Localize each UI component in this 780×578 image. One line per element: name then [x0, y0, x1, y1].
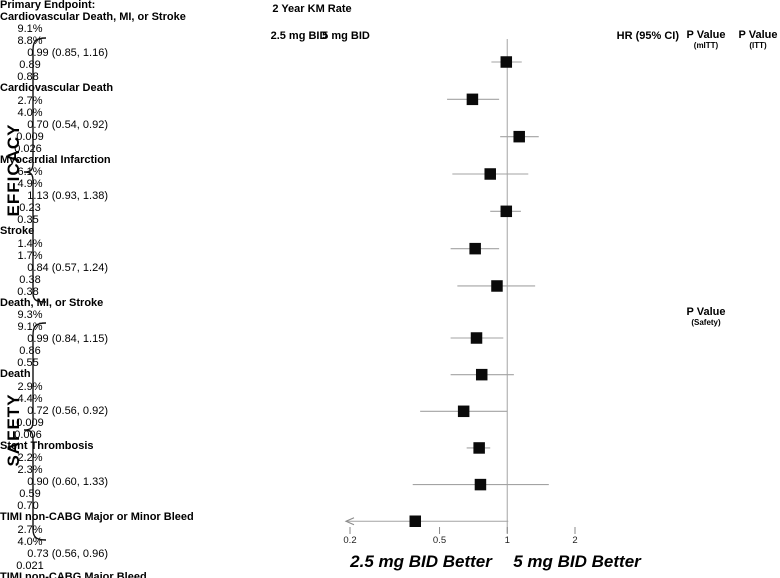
hr-ci-value: 1.13 (0.93, 1.38) [27, 190, 108, 202]
pvalue-mitt-line2: (mITT) [693, 41, 719, 50]
km-rate-2.5mg: 2.7% [17, 523, 43, 536]
row-label: TIMI non-CABG Major or Minor Bleed [0, 511, 194, 523]
km-rate-5mg: 8.8% [17, 35, 43, 47]
km-rate-2.5mg: 9.1% [17, 23, 43, 35]
hr-ci-value: 0.72 (0.56, 0.92) [27, 404, 108, 417]
km-rate-2.5mg: 1.4% [17, 237, 43, 250]
km-rate-5mg: 9.1% [17, 321, 43, 333]
km-rate-5mg: 4.0% [17, 106, 43, 119]
km-rate-2.5mg: 2.7% [17, 94, 43, 107]
column-header-pvalue-mitt: P Value (mITT) [676, 29, 736, 50]
hr-ci-value: 0.99 (0.84, 1.15) [27, 333, 108, 345]
pvalue-itt-line1: P Value [738, 29, 778, 41]
row-label: Death, MI, or Stroke [0, 296, 104, 309]
pvalue-itt-line2: (ITT) [749, 41, 767, 50]
section-label-efficacy: EFFICACY [4, 123, 23, 217]
row-label: TIMI non-CABG Major Bleed [0, 570, 147, 578]
row-label: Death [0, 368, 31, 380]
p-value-mitt: 0.86 [19, 345, 41, 357]
pvalue-safety-line2: (Safety) [691, 318, 721, 327]
row-label: Primary Endpoint: Cardiovascular Death, M… [0, 0, 186, 23]
row-label: Cardiovascular Death [0, 82, 114, 94]
footer-right-label: 5 mg BID Better [513, 552, 641, 571]
km-rate-5mg: 4.0% [17, 535, 43, 548]
column-header-pvalue-itt: P Value (ITT) [730, 29, 780, 50]
km-rate-2.5mg: 2.9% [17, 380, 43, 393]
column-header-5mg: 5 mg BID [322, 30, 370, 42]
pvalue-mitt-line1: P Value [686, 29, 726, 41]
column-header-2.5mg: 2.5 mg BID [270, 30, 328, 42]
footer-left-label: 2.5 mg BID Better [350, 552, 492, 571]
km-rate-title: 2 Year KM Rate [272, 3, 352, 15]
section-label-safety: SAFETY [4, 393, 23, 467]
column-header-hr: HR (95% CI) [616, 30, 679, 42]
km-rate-5mg: 1.7% [17, 249, 43, 262]
p-value-safety: 0.021 [16, 559, 44, 572]
p-value-mitt: 0.59 [19, 488, 41, 500]
column-header-pvalue-safety: P Value (Safety) [676, 306, 736, 327]
p-value-itt: 0.38 [17, 285, 39, 298]
hr-ci-value: 0.90 (0.60, 1.33) [27, 476, 108, 488]
hr-ci-value: 0.99 (0.85, 1.16) [27, 47, 108, 59]
p-value-mitt: 0.38 [19, 273, 41, 286]
row-label: Stroke [0, 225, 35, 237]
pvalue-safety-line1: P Value [686, 306, 726, 318]
hr-ci-value: 0.70 (0.54, 0.92) [27, 118, 108, 131]
hr-ci-value: 0.73 (0.56, 0.96) [27, 547, 108, 560]
hr-ci-value: 0.84 (0.57, 1.24) [27, 261, 108, 274]
row-label: Myocardial Infarction [0, 153, 111, 166]
km-rate-2.5mg: 9.3% [17, 309, 43, 321]
p-value-mitt: 0.89 [19, 59, 41, 71]
row-label: Stent Thrombosis [0, 439, 94, 452]
